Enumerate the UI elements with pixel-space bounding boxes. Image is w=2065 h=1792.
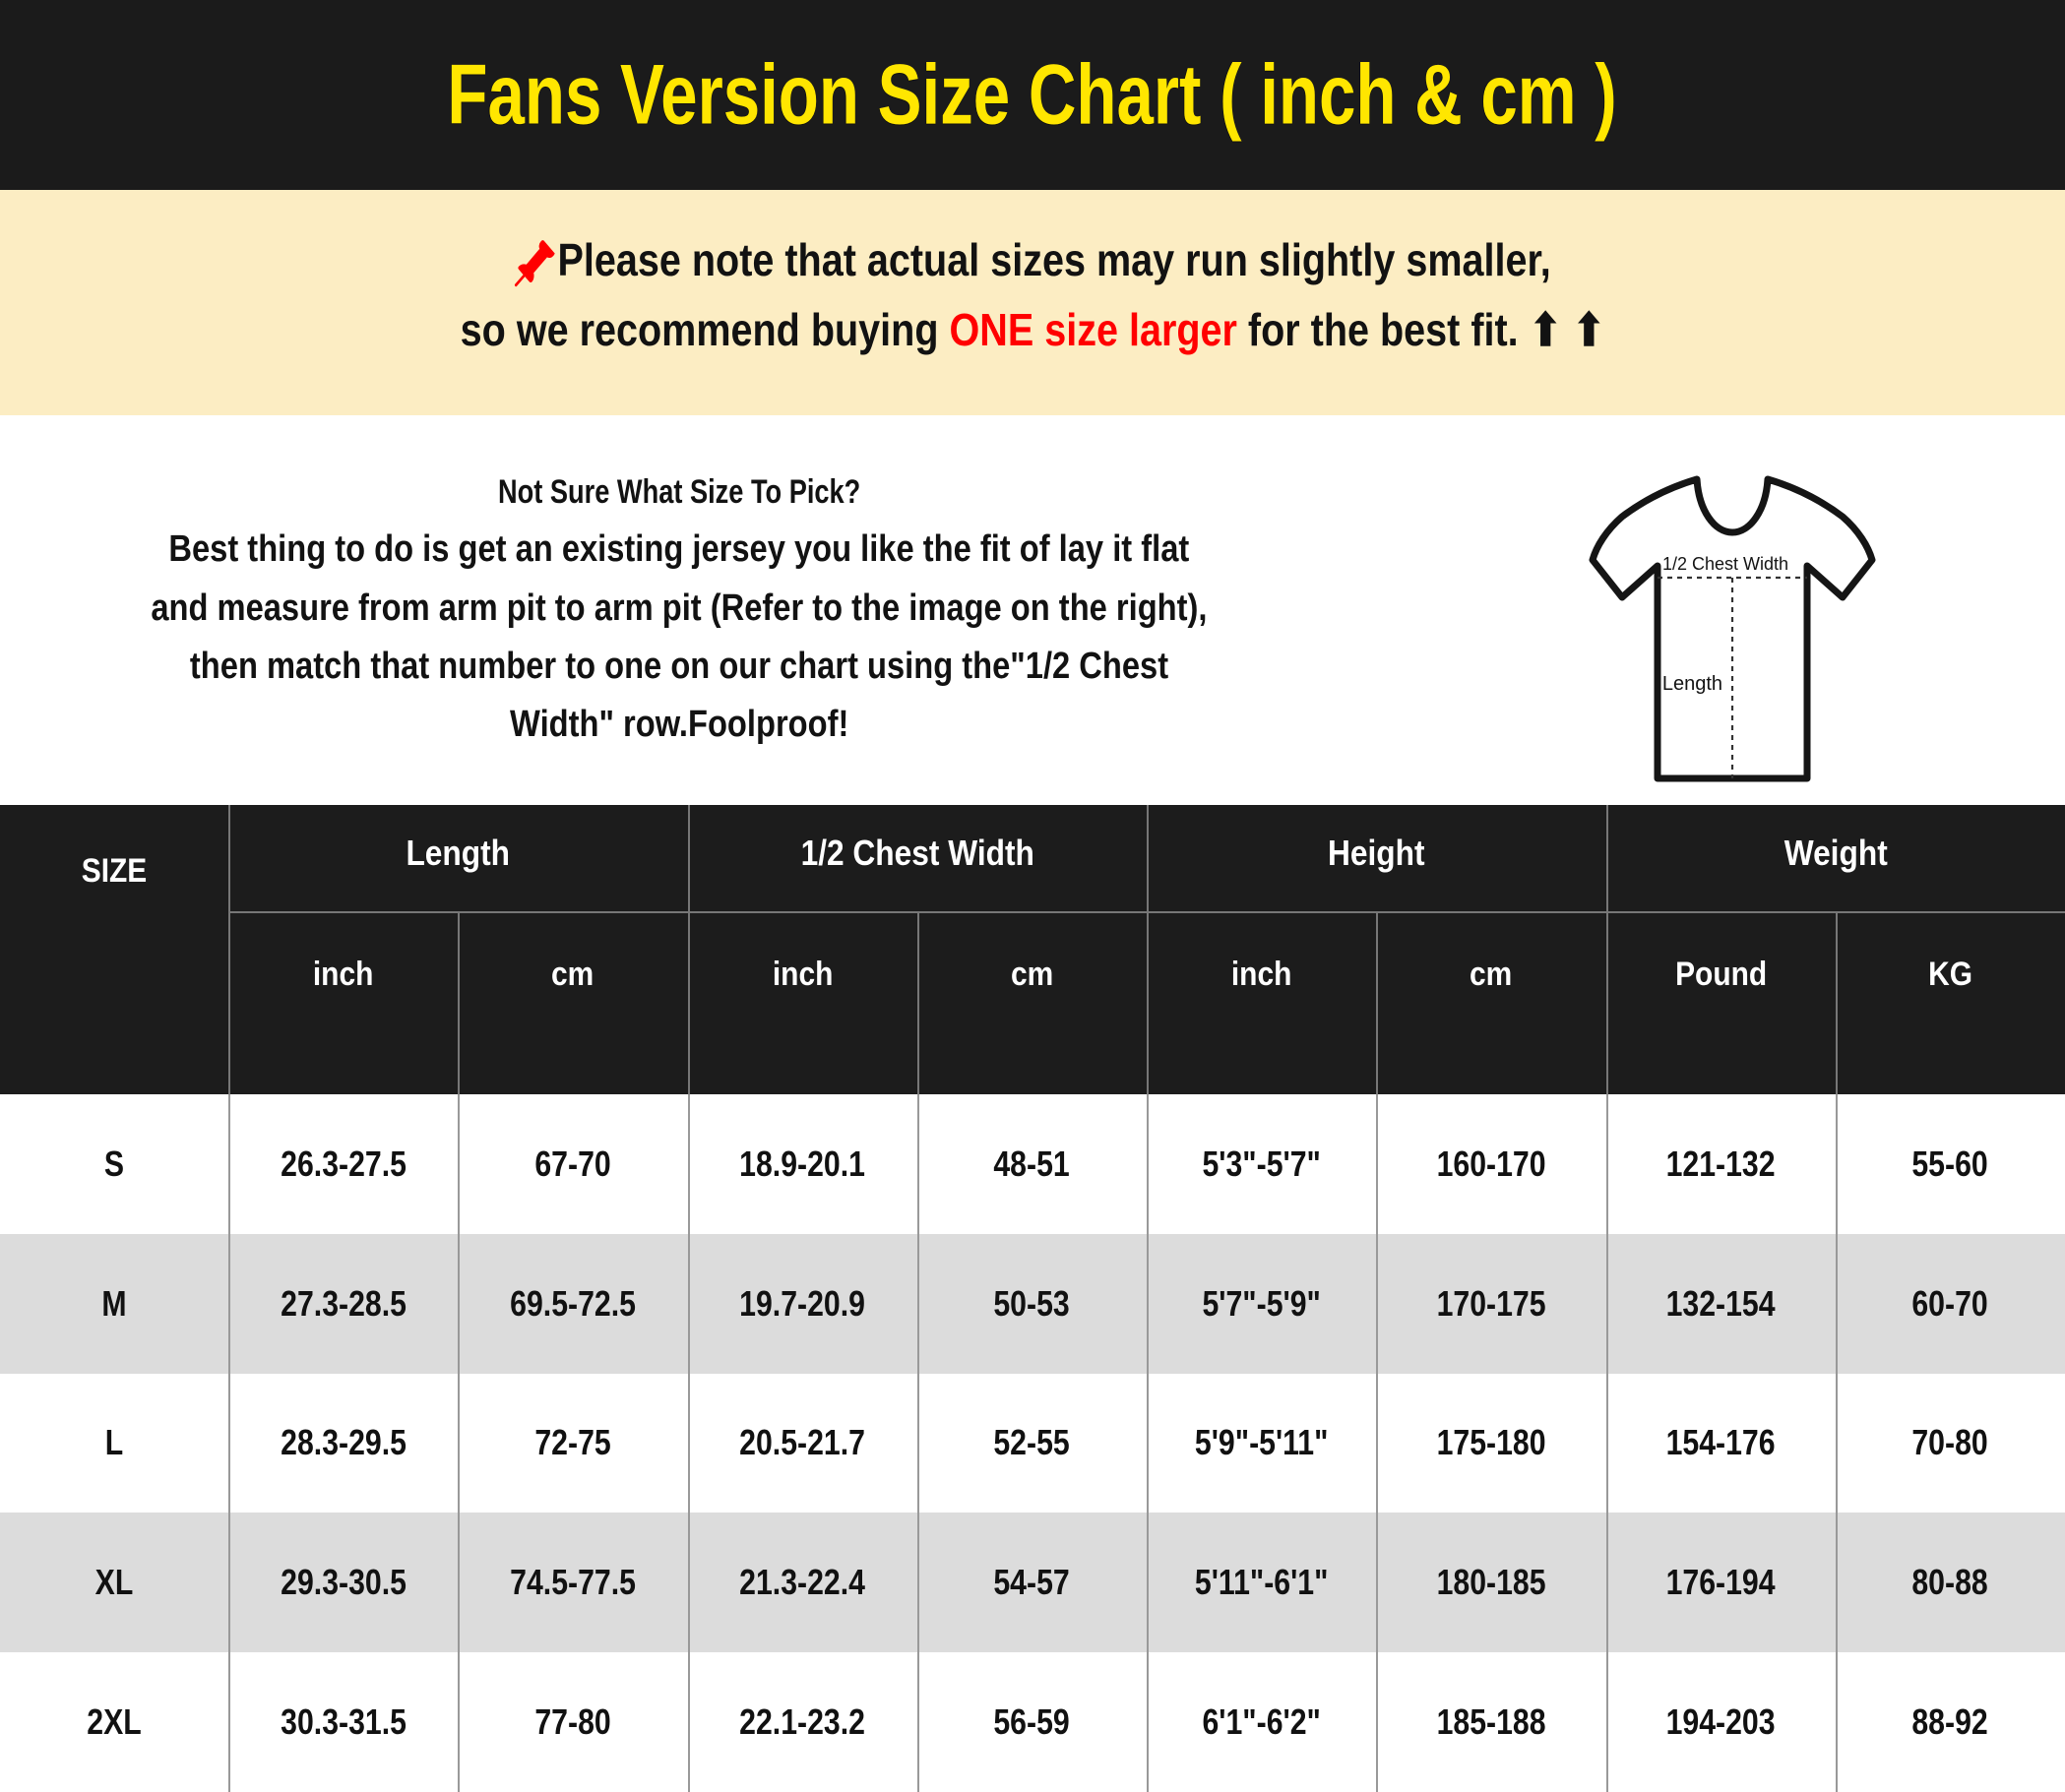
svg-text:1/2 Chest Width: 1/2 Chest Width xyxy=(1662,554,1788,574)
svg-text:Length: Length xyxy=(1662,673,1722,695)
